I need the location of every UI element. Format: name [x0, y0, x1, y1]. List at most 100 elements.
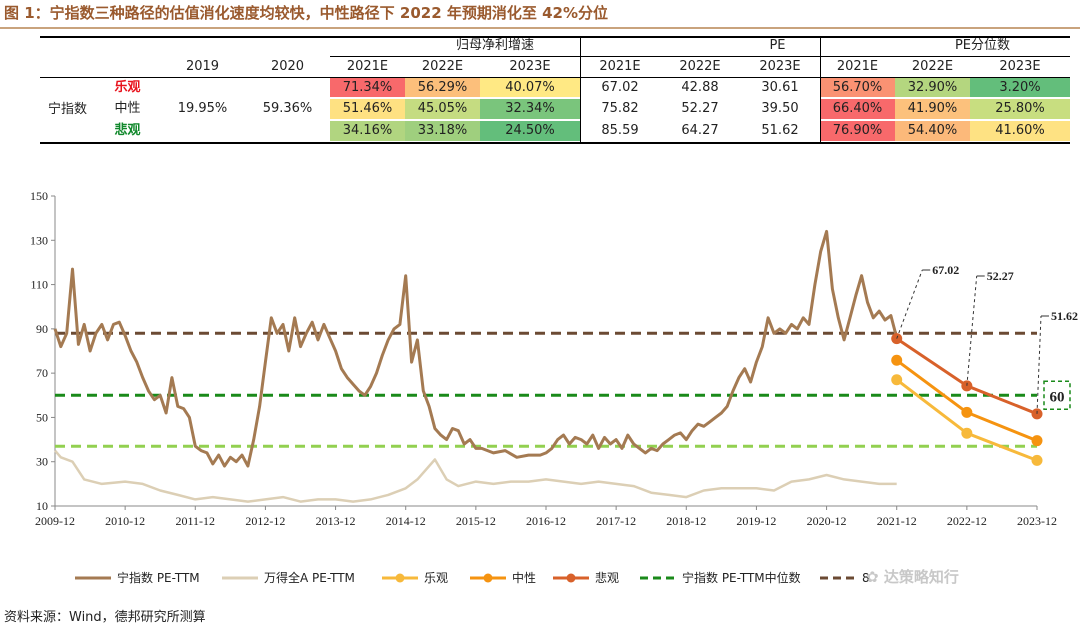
x-tick-label: 2013-12 — [316, 514, 356, 528]
header-pe: PE — [769, 38, 786, 53]
table-rule — [330, 56, 580, 57]
legend-label: 乐观 — [424, 571, 448, 585]
scenario-point — [1031, 454, 1043, 466]
pe-cell: 30.61 — [761, 80, 799, 95]
pe-cell: 75.82 — [601, 101, 639, 116]
x-tick-label: 2020-12 — [807, 514, 847, 528]
y-tick-label: 30 — [36, 455, 48, 469]
watermark-icon: ✿ — [866, 568, 879, 586]
legend-marker — [566, 573, 576, 583]
growth-cell: 33.18% — [405, 121, 480, 141]
percentile-cell: 76.90% — [820, 121, 895, 141]
callout-label: 51.62 — [1051, 309, 1078, 323]
percentile-cell: 3.20% — [970, 78, 1070, 97]
y-tick-label: 70 — [36, 366, 48, 380]
source-note: 资料来源：Wind，德邦研究所测算 — [4, 610, 206, 625]
legend-label: 万得全A PE-TTM — [264, 570, 355, 585]
legend-label: 8 — [862, 571, 870, 585]
y-tick-label: 110 — [30, 278, 48, 292]
scenario-point — [891, 374, 903, 386]
index-label: 宁指数 — [47, 102, 87, 117]
median-value-label: 60 — [1050, 389, 1065, 405]
y-tick-label: 50 — [36, 410, 48, 424]
percentile-cell: 41.90% — [895, 99, 970, 119]
header-growth: 归母净利增速 — [455, 38, 534, 53]
legend-item: 8 — [820, 571, 870, 585]
growth-cell: 56.29% — [405, 78, 480, 97]
growth-cell: 59.36% — [262, 101, 313, 116]
growth-cell: 40.07% — [480, 78, 580, 97]
callout-label: 52.27 — [987, 269, 1014, 283]
series-line-pe-ttm — [53, 229, 899, 468]
growth-cell: 32.34% — [480, 99, 580, 119]
pe-cell: 51.62 — [761, 123, 799, 138]
growth-cell — [160, 121, 245, 141]
growth-cell — [245, 78, 330, 97]
percentile-cell: 54.40% — [895, 121, 970, 141]
scenario-label: 中性 — [114, 101, 141, 116]
growth-cell: 45.05% — [405, 99, 480, 119]
year-header: 2021E — [346, 59, 389, 74]
x-tick-label: 2009-12 — [35, 514, 75, 528]
x-tick-label: 2021-12 — [877, 514, 917, 528]
grid-layer: 10 30 50 70 90 110 130 150 2009-12 2010-12 2011-12… — [30, 189, 1057, 528]
legend-item: 宁指数 PE-TTM — [75, 570, 200, 585]
legend-marker — [483, 573, 493, 583]
legend-item: 宁指数 PE-TTM中位数 — [640, 570, 801, 585]
growth-cell: 51.46% — [330, 99, 405, 119]
figure-title: 图 1：宁指数三种路径的估值消化速度均较快，中性路径下 2022 年预期消化至 … — [4, 4, 608, 22]
table-divider — [580, 36, 581, 142]
y-tick-label: 130 — [30, 233, 48, 247]
x-tick-label: 2011-12 — [176, 514, 216, 528]
x-tick-label: 2012-12 — [245, 514, 285, 528]
growth-cell: 71.34% — [330, 78, 405, 97]
growth-cell: 24.50% — [480, 121, 580, 141]
growth-cell — [245, 121, 330, 141]
legend-item: 中性 — [470, 570, 536, 585]
series-line-optimistic — [895, 378, 1038, 462]
watermark-logo: ✿ 达策略知行 — [866, 568, 959, 586]
x-tick-label: 2018-12 — [666, 514, 706, 528]
x-tick-label: 2010-12 — [105, 514, 145, 528]
median-value-box — [1043, 380, 1071, 411]
pe-cell: 39.50 — [761, 101, 799, 116]
x-tick-label: 2014-12 — [386, 514, 426, 528]
legend-label: 悲观 — [595, 570, 619, 585]
scenario-point — [1031, 435, 1043, 447]
growth-cell: 34.16% — [330, 121, 405, 141]
table-rule — [580, 56, 1070, 57]
pe-cell: 64.27 — [681, 123, 719, 138]
percentile-cell: 41.60% — [970, 121, 1070, 141]
pe-cell: 52.27 — [681, 101, 719, 116]
table-rule — [40, 36, 1070, 38]
y-tick-label: 10 — [36, 499, 48, 513]
year-header: 2023E — [759, 59, 801, 74]
legend-label: 中性 — [512, 570, 536, 585]
callout-leader — [1036, 315, 1042, 414]
table-divider — [820, 36, 821, 142]
year-header: 2022E — [911, 59, 954, 74]
title-rule — [0, 27, 1080, 29]
y-tick-label: 150 — [30, 189, 48, 203]
year-header: 2020 — [270, 59, 305, 74]
x-tick-label: 2023-12 — [1017, 514, 1057, 528]
scenario-label: 悲观 — [114, 123, 141, 138]
series-layer — [53, 229, 1038, 503]
scenario-label: 乐观 — [114, 80, 141, 95]
scenario-point — [961, 406, 973, 418]
percentile-cell: 56.70% — [820, 78, 895, 97]
series-line-wind-a — [54, 449, 897, 503]
mark-layer: 67.02 52.27 51.62 60 — [891, 263, 1078, 466]
x-tick-label: 2022-12 — [947, 514, 987, 528]
table-rule — [40, 77, 1070, 78]
legend-item: 乐观 — [382, 571, 448, 585]
growth-cell — [160, 78, 245, 97]
percentile-cell: 32.90% — [895, 78, 970, 97]
pe-cell: 85.59 — [601, 123, 639, 138]
pe-cell: 67.02 — [601, 80, 639, 95]
legend-marker — [395, 573, 405, 583]
year-header: 2021E — [836, 59, 879, 74]
y-tick-label: 90 — [36, 322, 48, 336]
year-header: 2022E — [421, 59, 464, 74]
x-tick-label: 2016-12 — [526, 514, 566, 528]
